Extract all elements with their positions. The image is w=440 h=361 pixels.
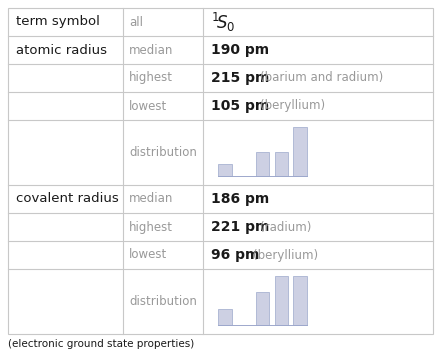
Text: atomic radius: atomic radius — [16, 43, 107, 57]
Text: highest: highest — [129, 71, 173, 84]
Bar — [293, 127, 307, 177]
Text: (electronic ground state properties): (electronic ground state properties) — [8, 339, 194, 349]
Text: 96 pm: 96 pm — [211, 248, 259, 262]
Text: median: median — [129, 43, 173, 57]
Text: 105 pm: 105 pm — [211, 99, 269, 113]
Text: highest: highest — [129, 221, 173, 234]
Bar — [256, 292, 269, 325]
Text: term symbol: term symbol — [16, 16, 100, 29]
Text: 186 pm: 186 pm — [211, 192, 269, 206]
Text: all: all — [129, 16, 143, 29]
Text: distribution: distribution — [129, 146, 197, 159]
Text: (barium and radium): (barium and radium) — [260, 71, 383, 84]
Text: 221 pm: 221 pm — [211, 220, 269, 234]
Bar — [275, 276, 288, 325]
Text: distribution: distribution — [129, 295, 197, 308]
Bar — [218, 164, 231, 177]
Text: lowest: lowest — [129, 248, 167, 261]
Text: lowest: lowest — [129, 100, 167, 113]
Text: (beryllium): (beryllium) — [260, 100, 325, 113]
Text: covalent radius: covalent radius — [16, 192, 119, 205]
Text: median: median — [129, 192, 173, 205]
Bar — [293, 276, 307, 325]
Bar — [256, 152, 269, 177]
Text: (radium): (radium) — [260, 221, 312, 234]
Bar — [275, 152, 288, 177]
Text: $^1\!S_0$: $^1\!S_0$ — [211, 10, 235, 34]
Text: 190 pm: 190 pm — [211, 43, 269, 57]
Bar — [218, 309, 231, 325]
Text: 215 pm: 215 pm — [211, 71, 269, 85]
Text: (beryllium): (beryllium) — [253, 248, 318, 261]
